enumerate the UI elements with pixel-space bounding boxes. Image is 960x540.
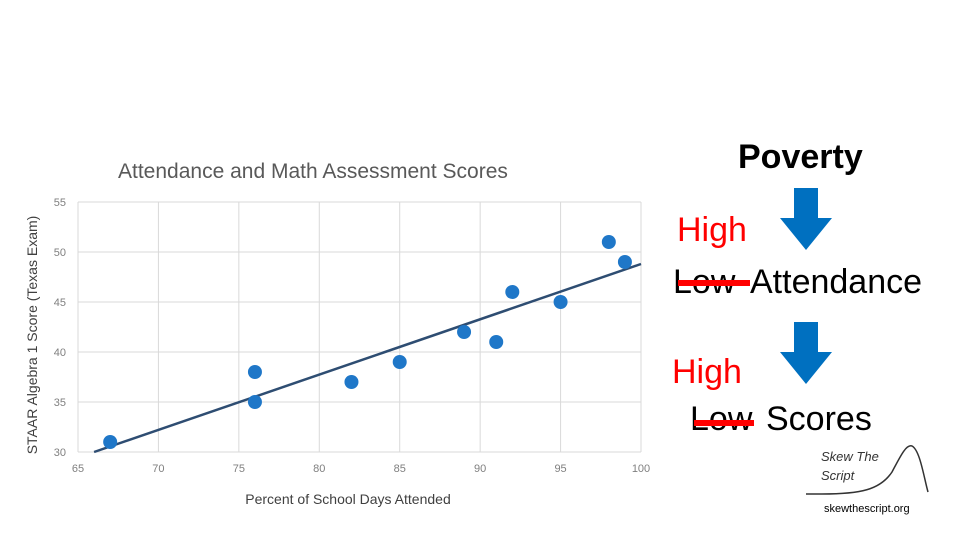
poverty-label: Poverty — [738, 138, 863, 176]
attendance-label: Attendance — [750, 263, 923, 301]
x-tick-label: 65 — [72, 463, 84, 475]
data-point — [247, 365, 262, 379]
x-tick-label: 90 — [474, 463, 486, 475]
x-tick-label: 80 — [313, 463, 325, 475]
y-tick-label: 30 — [54, 447, 66, 459]
skew-the-script-logo: Skew The Script — [800, 442, 940, 502]
y-tick-label: 50 — [54, 247, 66, 259]
trendline — [93, 262, 642, 454]
logo-text-line2: Script — [821, 468, 855, 483]
data-point — [505, 285, 520, 299]
y-axis-label: STAAR Algebra 1 Score (Texas Exam) — [24, 216, 40, 455]
data-point — [103, 435, 118, 449]
y-tick-label: 40 — [54, 347, 66, 359]
data-point — [392, 355, 407, 369]
data-point — [553, 295, 568, 309]
chart-title: Attendance and Math Assessment Scores — [118, 160, 508, 183]
down-arrow-icon — [780, 188, 832, 250]
data-point — [457, 325, 472, 339]
strikethrough-low-scores — [694, 420, 754, 426]
data-point — [344, 375, 359, 389]
data-points — [103, 235, 632, 449]
y-tick-label: 55 — [54, 197, 66, 209]
y-tick-label: 35 — [54, 397, 66, 409]
tick-labels: 30 35 40 45 50 55 65 70 75 80 85 90 95 100 — [54, 197, 650, 475]
y-tick-label: 45 — [54, 297, 66, 309]
x-tick-label: 70 — [152, 463, 164, 475]
skewed-curve-icon — [806, 445, 929, 495]
data-point — [247, 395, 262, 409]
x-tick-label: 95 — [554, 463, 566, 475]
data-point — [617, 255, 632, 269]
trendline-layer — [93, 262, 642, 454]
scores-label: Scores — [766, 400, 872, 438]
x-tick-label: 85 — [394, 463, 406, 475]
scatter-chart: Attendance and Math Assessment Scores 30… — [24, 160, 650, 507]
high-poverty-label: High — [677, 211, 747, 249]
high-attendance-label: High — [672, 353, 742, 391]
website-url: skewthescript.org — [824, 503, 910, 515]
x-axis-label: Percent of School Days Attended — [245, 491, 450, 507]
x-tick-label: 75 — [233, 463, 245, 475]
x-tick-label: 100 — [632, 463, 650, 475]
data-point — [489, 335, 504, 349]
strikethrough-low-attendance — [678, 280, 750, 286]
grid-lines — [77, 201, 642, 453]
low-scores-label: Low — [690, 400, 753, 438]
data-point — [601, 235, 616, 249]
logo-text-line1: Skew The — [821, 449, 879, 464]
down-arrow-icon — [780, 322, 832, 384]
